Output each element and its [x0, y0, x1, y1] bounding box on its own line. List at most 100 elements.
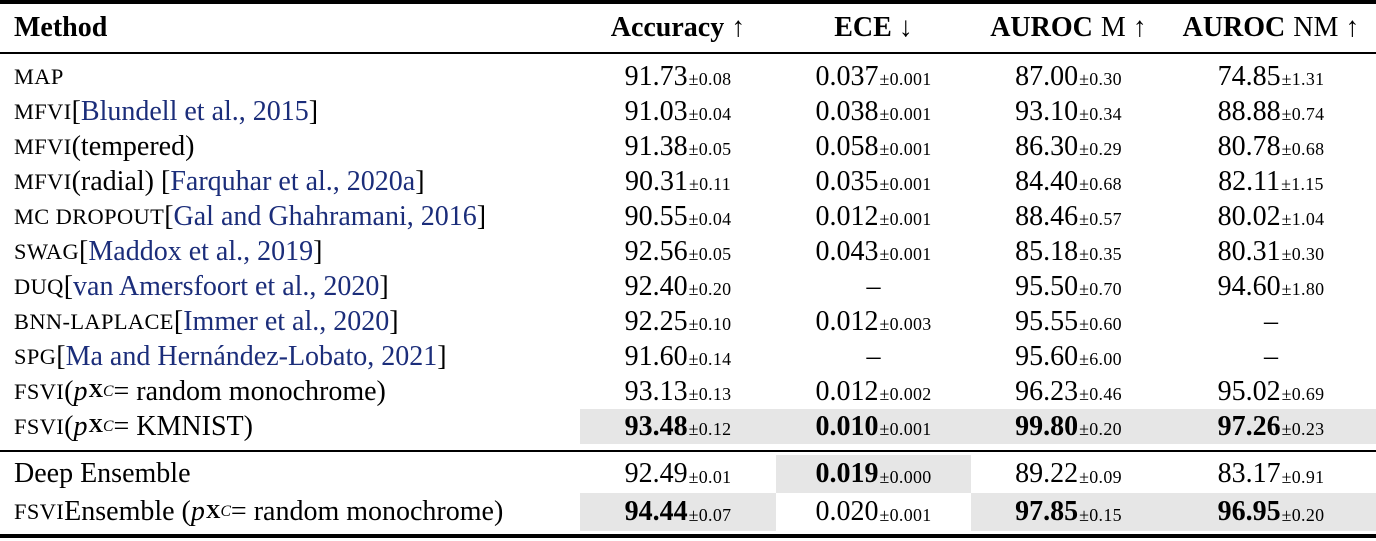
auroc-m-cell: 95.55 ±0.60 — [971, 304, 1166, 339]
metric-value: 84.40 — [1015, 165, 1079, 197]
metric-value: 74.85 — [1217, 60, 1281, 92]
column-header-auroc-nm: AUROC NM ↑ — [1166, 12, 1376, 44]
metric-value: 93.10 — [1015, 95, 1079, 127]
metric-value: 92.25 — [624, 305, 688, 337]
metric-stddev: ±0.30 — [1281, 244, 1325, 264]
citation-link[interactable]: Ma and Hernández-Lobato, 2021 — [65, 340, 438, 372]
auroc-m-cell: 96.23 ±0.46 — [971, 374, 1166, 409]
method-label-part: C — [103, 417, 114, 435]
table-row: MFVI (radial) [Farquhar et al., 2020a] 90… — [0, 164, 1376, 199]
method-label-part: ] — [389, 305, 399, 337]
auroc-m-cell: 95.50 ±0.70 — [971, 269, 1166, 304]
method-label-part: ] — [476, 200, 487, 232]
citation-link[interactable]: van Amersfoort et al., 2020 — [73, 270, 380, 302]
auroc-nm-cell: 95.02 ±0.69 — [1166, 374, 1376, 409]
table-row: DUQ [van Amersfoort et al., 2020] 92.40 ±0… — [0, 269, 1376, 304]
metric-value: 99.80 — [1015, 410, 1079, 442]
method-label-part: C — [103, 382, 114, 400]
method-label-part: = random monochrome) — [230, 496, 504, 527]
auroc-m-cell: 84.40 ±0.68 — [971, 164, 1166, 199]
auroc-m-cell: 87.00 ±0.30 — [971, 59, 1166, 94]
metric-value: 91.03 — [624, 95, 688, 127]
method-label-part: Deep Ensemble — [14, 458, 191, 489]
metric-stddev: ±1.31 — [1281, 69, 1325, 89]
metric-value: 91.73 — [624, 60, 688, 92]
metric-stddev: ±0.15 — [1079, 504, 1122, 525]
metric-stddev: ±0.70 — [1079, 279, 1122, 299]
metric-value: 93.48 — [624, 410, 688, 442]
accuracy-cell: 90.55 ±0.04 — [580, 199, 776, 234]
metric-stddev: ±0.01 — [688, 466, 732, 487]
method-label-part: ] — [313, 235, 323, 267]
metric-value: 97.26 — [1217, 410, 1281, 442]
method-label-part: X — [88, 415, 104, 437]
method-label-part: ] — [415, 165, 425, 197]
method-cell: MFVI (tempered) — [0, 129, 580, 164]
citation-link[interactable]: Immer et al., 2020 — [183, 305, 390, 337]
table-rule-bottom — [0, 534, 1376, 538]
metric-value: 94.60 — [1217, 270, 1281, 302]
metric-stddev: ±0.74 — [1281, 104, 1325, 124]
table-header-row: Method Accuracy ↑ ECE ↓ AUROC M ↑ AUROC NM ↑ — [0, 4, 1376, 52]
metric-value: 88.46 — [1015, 200, 1079, 232]
method-label-part: BNN-LAPLACE — [14, 308, 174, 334]
method-cell: MFVI [Blundell et al., 2015] — [0, 94, 580, 129]
table-row: MFVI (tempered) 91.38 ±0.05 0.058 ±0.001 86.3… — [0, 129, 1376, 164]
metric-stddev: ±0.003 — [879, 314, 932, 334]
missing-value-dash: – — [1264, 305, 1278, 337]
column-header-sublabel: M — [1100, 12, 1126, 43]
table-rule-below-header — [0, 52, 1376, 54]
accuracy-cell: 92.56 ±0.05 — [580, 234, 776, 269]
metric-stddev: ±0.001 — [879, 69, 932, 89]
auroc-m-cell: 89.22 ±0.09 — [971, 455, 1166, 493]
ece-cell: – — [776, 269, 971, 304]
metric-stddev: ±0.07 — [688, 504, 732, 525]
table-row: FSVI (p X C = KMNIST) 93.48 ±0.12 0.010 ±0.001… — [0, 409, 1376, 444]
accuracy-cell: 91.38 ±0.05 — [580, 129, 776, 164]
metric-stddev: ±0.68 — [1079, 174, 1122, 194]
ece-cell: 0.012 ±0.001 — [776, 199, 971, 234]
table-row: SPG [Ma and Hernández-Lobato, 2021] 91.60… — [0, 339, 1376, 374]
metric-value: 96.95 — [1217, 496, 1281, 527]
up-arrow-icon: ↑ — [731, 12, 746, 43]
method-cell: FSVI (p X C = random monochrome) — [0, 374, 580, 409]
accuracy-cell: 92.25 ±0.10 — [580, 304, 776, 339]
auroc-m-cell: 86.30 ±0.29 — [971, 129, 1166, 164]
ece-cell: 0.012 ±0.003 — [776, 304, 971, 339]
table-row: FSVI (p X C = random monochrome) 93.13 ±0.13… — [0, 374, 1376, 409]
metric-value: 80.78 — [1217, 130, 1281, 162]
metric-stddev: ±0.14 — [688, 349, 732, 369]
ece-cell: 0.043 ±0.001 — [776, 234, 971, 269]
method-label-part: SPG — [14, 343, 57, 369]
metric-stddev: ±1.04 — [1281, 209, 1325, 229]
metric-value: 0.012 — [815, 305, 879, 337]
metric-stddev: ±1.80 — [1281, 279, 1325, 299]
method-label-part: = KMNIST) — [113, 410, 253, 442]
citation-link[interactable]: Maddox et al., 2019 — [88, 235, 314, 267]
metric-value: 0.035 — [815, 165, 879, 197]
auroc-nm-cell: 94.60 ±1.80 — [1166, 269, 1376, 304]
metric-stddev: ±0.20 — [688, 279, 732, 299]
accuracy-cell: 92.40 ±0.20 — [580, 269, 776, 304]
method-label-part: FSVI — [14, 378, 65, 404]
column-header-auroc-m: AUROC M ↑ — [971, 12, 1166, 44]
citation-link[interactable]: Gal and Ghahramani, 2016 — [173, 200, 477, 232]
metric-stddev: ±0.05 — [688, 139, 732, 159]
citation-link[interactable]: Blundell et al., 2015 — [80, 95, 309, 127]
metric-stddev: ±0.60 — [1079, 314, 1122, 334]
metric-stddev: ±0.001 — [879, 209, 932, 229]
method-label-part: (tempered) — [71, 130, 195, 162]
metric-stddev: ±0.001 — [879, 419, 932, 439]
auroc-m-cell: 85.18 ±0.35 — [971, 234, 1166, 269]
ece-cell: 0.038 ±0.001 — [776, 94, 971, 129]
method-label-part: MFVI — [14, 98, 72, 124]
method-label-part: [ — [71, 95, 81, 127]
table-row: FSVI Ensemble (p X C = random monochrome) 9… — [0, 493, 1376, 531]
auroc-nm-cell: 88.88 ±0.74 — [1166, 94, 1376, 129]
metric-stddev: ±0.29 — [1079, 139, 1122, 159]
method-cell: Deep Ensemble — [0, 455, 580, 493]
table-row: MAP 91.73 ±0.08 0.037 ±0.001 87.00 ±0.30 74.85 ±… — [0, 59, 1376, 94]
method-label-part: [ — [173, 305, 184, 337]
citation-link[interactable]: Farquhar et al., 2020a — [170, 165, 416, 197]
